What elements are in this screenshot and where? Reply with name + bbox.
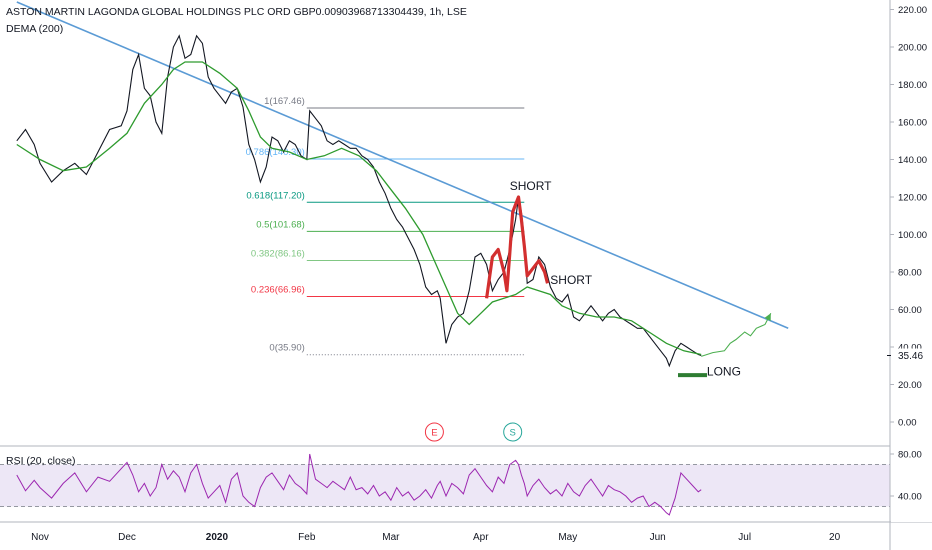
price-tick-label: 200.00 (898, 43, 927, 54)
dema-indicator-label[interactable]: DEMA (200) (6, 23, 64, 35)
fib-level-label: 0(35.90) (269, 343, 304, 354)
time-tick-label: Apr (473, 532, 489, 543)
annotations: SHORT SHORT LONG (510, 179, 741, 379)
time-tick-label: 2020 (206, 532, 229, 543)
projection-arrow-icon (764, 313, 771, 322)
fib-level-label: 0.5(101.68) (256, 219, 305, 230)
annotation-label: SHORT (550, 273, 592, 287)
event-marker-icon (424, 422, 444, 442)
fibonacci-retracement[interactable]: 1(167.46) 0.786(140.30) 0.618(117.20) 0.5(1… (246, 96, 525, 356)
price-tick-label: 0.00 (898, 418, 917, 429)
price-tick-label: 40.00 (898, 343, 922, 354)
annotation-label: LONG (707, 365, 741, 379)
fib-level-label: 1(167.46) (264, 96, 305, 107)
annotation-label: SHORT (510, 179, 552, 193)
rsi-line (16, 453, 702, 516)
time-tick-label: Feb (298, 532, 316, 543)
descending-trendline[interactable] (16, 1, 789, 329)
fib-level-label: 0.786(140.30) (246, 147, 305, 158)
price-axis-ticks: 220.00 200.00 180.00 160.00 140.00 120.00 100.… (890, 5, 927, 429)
dema-200-line (16, 61, 702, 356)
projection-path[interactable] (701, 313, 772, 357)
rsi-tick-label: 80.00 (898, 450, 922, 461)
chart-title: ASTON MARTIN LAGONDA GLOBAL HOLDINGS PLC… (6, 6, 467, 18)
price-tick-label: 140.00 (898, 155, 927, 166)
price-tick-label: 180.00 (898, 80, 927, 91)
price-tick-label: 80.00 (898, 268, 922, 279)
event-marker-icon (503, 422, 523, 442)
last-price-label: 35.46 (898, 351, 923, 362)
time-tick-label: Mar (382, 532, 400, 543)
time-tick-label: Jul (738, 532, 751, 543)
last-price-tag: 35.46 (887, 348, 932, 363)
event-marker-label: E (431, 428, 437, 439)
time-tick-label: May (558, 532, 577, 543)
price-tick-label: 220.00 (898, 5, 927, 16)
fib-level-label: 0.618(117.20) (246, 190, 304, 201)
price-tick-label: 60.00 (898, 305, 922, 316)
fib-level-label: 0.382(86.16) (251, 248, 305, 259)
price-tick-label: 100.00 (898, 230, 927, 241)
rsi-band (0, 464, 890, 507)
time-tick-label: Nov (31, 532, 49, 543)
price-tick-label: 20.00 (898, 380, 922, 391)
head-and-shoulders-highlight[interactable] (485, 195, 550, 299)
time-tick-label: Jun (650, 532, 666, 543)
time-axis-ticks[interactable]: Nov Dec 2020 Feb Mar Apr May Jun Jul 20 (31, 532, 840, 543)
time-tick-label: Dec (118, 532, 136, 543)
price-axis[interactable] (891, 0, 932, 522)
rsi-axis-ticks: 80.00 40.00 (890, 450, 922, 503)
rsi-tick-label: 40.00 (898, 492, 922, 503)
rsi-indicator-label[interactable]: RSI (20, close) (6, 455, 76, 467)
fib-level-label: 0.236(66.96) (251, 284, 305, 295)
time-tick-label: 20 (829, 532, 841, 543)
event-marker-label: S (510, 428, 516, 439)
price-series-line (16, 34, 702, 368)
price-tick-label: 120.00 (898, 193, 927, 204)
price-tick-label: 160.00 (898, 118, 927, 129)
